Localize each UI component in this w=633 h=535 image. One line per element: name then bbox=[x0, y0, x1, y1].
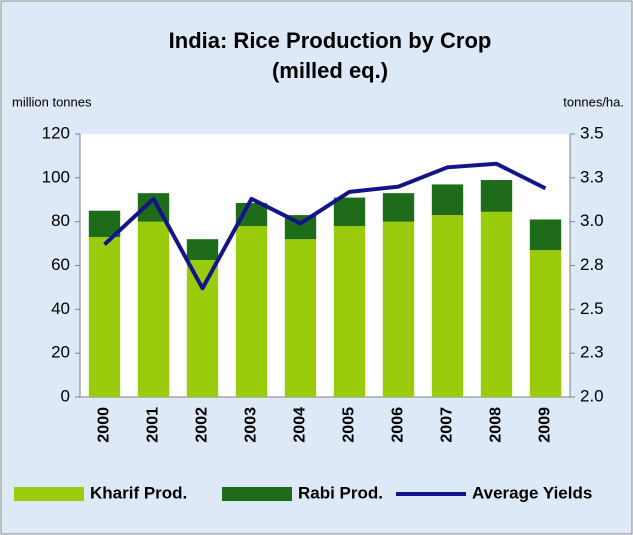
legend-label: Average Yields bbox=[472, 483, 592, 502]
x-tick-label: 2002 bbox=[194, 407, 211, 443]
bar bbox=[235, 203, 268, 227]
y2-axis-label: tonnes/ha. bbox=[563, 94, 624, 109]
bar bbox=[186, 239, 219, 261]
y2-tick-label: 3.0 bbox=[580, 211, 604, 230]
legend-swatch bbox=[14, 487, 84, 501]
bar bbox=[431, 215, 464, 397]
x-tick-label: 2008 bbox=[488, 407, 505, 443]
y2-tick-label: 3.5 bbox=[580, 123, 604, 142]
x-tick-label: 2004 bbox=[292, 407, 309, 443]
y-axis-label: million tonnes bbox=[12, 94, 92, 109]
line bbox=[103, 161, 547, 291]
y-tick-label: 60 bbox=[51, 255, 70, 274]
y-tick-label: 40 bbox=[51, 299, 70, 318]
bar bbox=[529, 219, 562, 251]
y2-tick-label: 2.0 bbox=[580, 386, 604, 405]
x-tick-label: 2007 bbox=[439, 407, 456, 443]
x-tick-label: 2006 bbox=[390, 407, 407, 443]
bar bbox=[186, 260, 219, 397]
y-tick-label: 120 bbox=[42, 123, 70, 142]
legend-label: Kharif Prod. bbox=[90, 483, 187, 502]
y-tick-label: 100 bbox=[42, 167, 70, 186]
bar bbox=[382, 193, 415, 222]
bar bbox=[333, 226, 366, 397]
y-tick-label: 0 bbox=[61, 386, 70, 405]
legend-swatch bbox=[222, 487, 292, 501]
bar bbox=[235, 226, 268, 397]
bar bbox=[431, 184, 464, 216]
x-tick-label: 2009 bbox=[537, 407, 554, 443]
bar bbox=[382, 221, 415, 397]
y2-tick-label: 2.5 bbox=[580, 299, 604, 318]
legend-label: Rabi Prod. bbox=[298, 483, 383, 502]
y-tick-label: 80 bbox=[51, 211, 70, 230]
y2-tick-label: 3.3 bbox=[580, 167, 604, 186]
bar bbox=[529, 250, 562, 397]
bar bbox=[480, 180, 513, 212]
bar bbox=[333, 197, 366, 227]
bar bbox=[137, 221, 170, 397]
x-tick-label: 2001 bbox=[145, 407, 162, 443]
x-tick-label: 2005 bbox=[341, 407, 358, 443]
y2-tick-label: 2.3 bbox=[580, 343, 604, 362]
chart-title: India: Rice Production by Crop bbox=[169, 28, 492, 53]
chart-subtitle: (milled eq.) bbox=[272, 58, 388, 83]
bar bbox=[88, 237, 121, 397]
x-tick-label: 2000 bbox=[96, 407, 113, 443]
bar bbox=[480, 211, 513, 397]
y2-tick-label: 2.8 bbox=[580, 255, 604, 274]
y-tick-label: 20 bbox=[51, 343, 70, 362]
x-tick-label: 2003 bbox=[243, 407, 260, 443]
bar bbox=[284, 239, 317, 397]
